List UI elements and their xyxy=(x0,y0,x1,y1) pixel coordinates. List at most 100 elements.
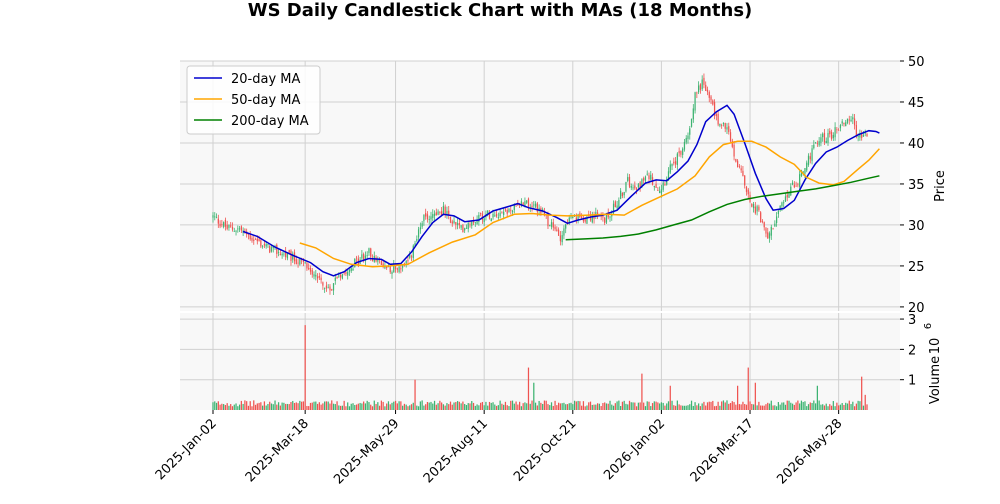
candle-body xyxy=(646,173,648,175)
candle-body xyxy=(800,170,803,176)
x-tick-label: 2026-Jan-02 xyxy=(601,416,668,483)
volume-bar xyxy=(288,404,290,410)
volume-bar xyxy=(784,404,787,410)
candle-body xyxy=(816,143,818,144)
moving-averages xyxy=(242,104,880,277)
candle-body xyxy=(556,229,558,232)
candle-body xyxy=(724,123,726,129)
volume-bar xyxy=(492,402,494,410)
volume-bar xyxy=(419,401,421,410)
volume-bar xyxy=(621,401,624,410)
legend-label-ma200: 200-day MA xyxy=(231,114,309,129)
candle-body xyxy=(735,158,737,162)
volume-bar xyxy=(667,401,670,410)
volume-bar xyxy=(497,405,499,410)
candle-body xyxy=(644,176,647,181)
candle-body xyxy=(279,253,281,256)
volume-bar xyxy=(653,401,655,410)
volume-bar xyxy=(214,401,216,410)
candle-body xyxy=(799,174,801,187)
candle-body xyxy=(699,84,702,90)
volume-bar xyxy=(375,403,377,410)
volume-bar xyxy=(722,400,725,410)
volume-bar xyxy=(804,401,806,410)
candle-body xyxy=(223,222,225,227)
volume-bar xyxy=(238,404,241,410)
volume-bar xyxy=(736,385,739,410)
volume-bar xyxy=(430,401,432,410)
candle-body xyxy=(793,184,795,188)
candle-body xyxy=(811,148,813,161)
volume-bar xyxy=(591,404,593,410)
candle-body xyxy=(394,264,397,269)
volume-bar xyxy=(472,402,475,410)
volume-bar xyxy=(830,405,833,410)
candle-body xyxy=(682,148,684,155)
candle-body xyxy=(813,144,815,149)
volume-bar xyxy=(515,401,517,410)
volume-bar xyxy=(829,404,831,410)
volume-bar xyxy=(579,401,581,410)
volume-bar xyxy=(293,402,296,410)
volume-bar xyxy=(329,403,331,410)
volume-bar xyxy=(662,402,664,410)
volume-bar xyxy=(215,402,218,410)
candle-body xyxy=(446,210,448,216)
candle-body xyxy=(572,216,574,219)
candle-body xyxy=(696,92,698,94)
candle-body xyxy=(582,219,585,222)
volume-bar xyxy=(258,402,260,410)
candle-body xyxy=(421,223,423,227)
volume-bar xyxy=(724,402,726,410)
candle-body xyxy=(444,206,446,214)
candle-body xyxy=(504,209,507,211)
volume-bar xyxy=(646,401,648,410)
volume-bar xyxy=(793,404,795,410)
candle-body xyxy=(442,205,445,214)
candle-body xyxy=(336,276,338,279)
volume-bar xyxy=(226,403,228,410)
volume-bar xyxy=(715,405,717,410)
volume-bar xyxy=(772,405,774,410)
candle-body xyxy=(471,221,473,226)
volume-axis-label: Volume xyxy=(928,356,943,404)
candle-body xyxy=(775,216,778,224)
volume-panel xyxy=(180,313,900,410)
candle-body xyxy=(630,186,632,188)
candle-body xyxy=(719,123,721,126)
volume-bar xyxy=(308,406,310,410)
candle-body xyxy=(758,206,760,211)
candle-body xyxy=(469,224,471,226)
candle-body xyxy=(290,250,292,261)
candle-body xyxy=(481,213,484,220)
volume-bar xyxy=(710,401,712,410)
candle-body xyxy=(806,162,808,171)
volume-bar xyxy=(292,400,294,410)
volume-bar xyxy=(698,403,700,410)
volume-bar xyxy=(448,404,450,410)
volume-bar xyxy=(467,403,469,410)
volume-bar xyxy=(318,402,320,410)
candle-body xyxy=(451,221,453,224)
candle-body xyxy=(433,213,436,216)
volume-bar xyxy=(692,405,694,410)
candle-body xyxy=(848,119,850,121)
ma50-line xyxy=(299,140,880,268)
candle-body xyxy=(639,182,641,189)
candle-body xyxy=(230,225,232,227)
volume-bar xyxy=(540,402,542,410)
candle-body xyxy=(756,206,758,212)
candle-body xyxy=(744,175,746,186)
volume-bar xyxy=(465,404,468,410)
chart-title: WS Daily Candlestick Chart with MAs (18 … xyxy=(248,0,753,21)
volume-bar xyxy=(402,405,404,410)
candle-body xyxy=(393,264,395,273)
candle-body xyxy=(653,185,655,188)
candle-body xyxy=(832,134,834,139)
candle-body xyxy=(814,142,817,144)
volume-bar xyxy=(444,405,446,410)
volume-bar xyxy=(627,404,629,410)
volume-bar xyxy=(246,401,248,410)
volume-bar xyxy=(338,405,340,410)
candle-body xyxy=(281,253,283,256)
